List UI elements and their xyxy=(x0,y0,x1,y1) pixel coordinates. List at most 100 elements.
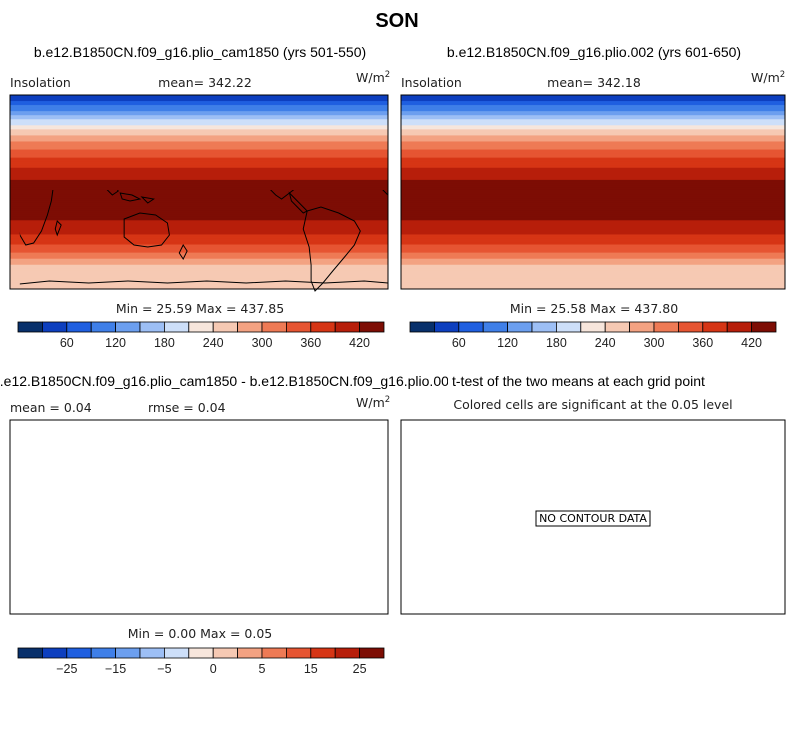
panel-difference: b.e12.B1850CN.f09_g16.plio_cam1850 - b.e… xyxy=(0,373,457,676)
field-band xyxy=(401,200,785,203)
field-band xyxy=(401,163,785,167)
colorbar-tick-label: 60 xyxy=(452,336,466,350)
colorbar-swatch xyxy=(42,321,68,333)
units-label-model-a: W/m2 xyxy=(356,70,390,85)
field-band xyxy=(401,248,785,252)
field-band xyxy=(10,252,388,256)
field-band xyxy=(10,163,388,167)
field-band xyxy=(401,226,785,229)
field-band xyxy=(401,139,785,143)
colorbar-swatch xyxy=(482,321,509,333)
field-band xyxy=(401,194,785,197)
field-band xyxy=(10,274,388,278)
field-band xyxy=(10,196,388,199)
colorbar-swatch xyxy=(17,321,43,333)
field-band xyxy=(401,187,785,191)
insolation-field-model-a xyxy=(10,95,388,289)
field-band xyxy=(401,274,785,278)
panel-model-a: b.e12.B1850CN.f09_g16.plio_cam1850 (yrs … xyxy=(9,44,390,350)
field-band xyxy=(401,113,785,116)
field-band xyxy=(401,99,785,102)
colorbar-tick-label: −5 xyxy=(157,662,171,676)
field-band xyxy=(10,224,388,227)
field-band xyxy=(10,119,388,122)
colorbar-swatch xyxy=(261,647,287,659)
field-band xyxy=(401,198,785,201)
field-band xyxy=(401,177,785,181)
field-band xyxy=(10,208,388,211)
field-band xyxy=(401,109,785,112)
field-band xyxy=(10,185,388,189)
field-band xyxy=(401,282,785,286)
field-band xyxy=(10,133,388,137)
field-band xyxy=(10,115,388,118)
field-band xyxy=(10,139,388,143)
field-band xyxy=(401,185,785,189)
field-band xyxy=(401,218,785,221)
coastlines-difference xyxy=(10,424,388,616)
field-band xyxy=(401,278,785,282)
field-band xyxy=(401,119,785,122)
field-band xyxy=(401,220,785,223)
field-band xyxy=(10,216,388,219)
field-band xyxy=(401,252,785,256)
field-band xyxy=(10,157,388,161)
field-band xyxy=(10,218,388,221)
colorbar-swatch xyxy=(678,321,704,333)
field-band xyxy=(401,280,785,284)
field-band xyxy=(10,268,388,272)
colorbar-swatch xyxy=(139,321,165,333)
field-band xyxy=(10,153,388,157)
field-band xyxy=(401,256,785,260)
colorbar-swatch xyxy=(629,321,655,333)
field-band xyxy=(10,175,388,179)
colorbar-tick-label: 5 xyxy=(259,662,266,676)
field-band xyxy=(10,137,388,141)
field-band xyxy=(401,173,785,177)
panel-title-difference: b.e12.B1850CN.f09_g16.plio_cam1850 - b.e… xyxy=(0,373,457,389)
field-band xyxy=(10,262,388,266)
field-band xyxy=(10,244,388,248)
colorbar-swatch xyxy=(163,647,190,659)
field-band xyxy=(401,137,785,141)
field-band xyxy=(401,155,785,159)
field-band xyxy=(10,171,388,175)
field-band xyxy=(401,222,785,225)
field-band xyxy=(10,254,388,258)
field-band xyxy=(10,161,388,165)
field-band xyxy=(401,250,785,254)
field-band xyxy=(401,268,785,272)
field-band xyxy=(401,97,785,100)
field-band xyxy=(401,262,785,266)
colorbar-tick-label: −25 xyxy=(56,662,77,676)
rmse-label-difference: rmse = 0.04 xyxy=(148,400,226,415)
stats-label-difference: Min = 0.00 Max = 0.05 xyxy=(128,626,273,641)
field-band xyxy=(401,145,785,149)
field-band xyxy=(401,214,785,217)
field-band xyxy=(401,143,785,147)
variable-label-model-a: Insolation xyxy=(10,75,71,90)
colorbar-swatch xyxy=(212,647,238,659)
colorbar-swatch xyxy=(188,321,214,333)
field-band xyxy=(10,270,388,274)
field-band xyxy=(10,113,388,116)
colorbar-tick-label: 60 xyxy=(60,336,74,350)
field-band xyxy=(401,244,785,248)
field-band xyxy=(10,149,388,153)
field-band xyxy=(401,147,785,151)
colorbar-swatch xyxy=(531,321,557,333)
field-band xyxy=(10,286,388,289)
colorbar-swatch xyxy=(751,321,777,333)
field-band xyxy=(401,266,785,270)
field-band xyxy=(10,147,388,151)
panel-model-b: b.e12.B1850CN.f09_g16.plio.002 (yrs 601-… xyxy=(400,44,786,350)
colorbar-tick-label: 420 xyxy=(349,336,370,350)
field-band xyxy=(401,242,785,246)
field-band xyxy=(401,260,785,264)
field-band xyxy=(10,258,388,262)
field-band xyxy=(401,123,785,126)
field-band xyxy=(10,105,388,108)
colorbar-swatch xyxy=(17,647,43,659)
field-band xyxy=(401,189,785,193)
